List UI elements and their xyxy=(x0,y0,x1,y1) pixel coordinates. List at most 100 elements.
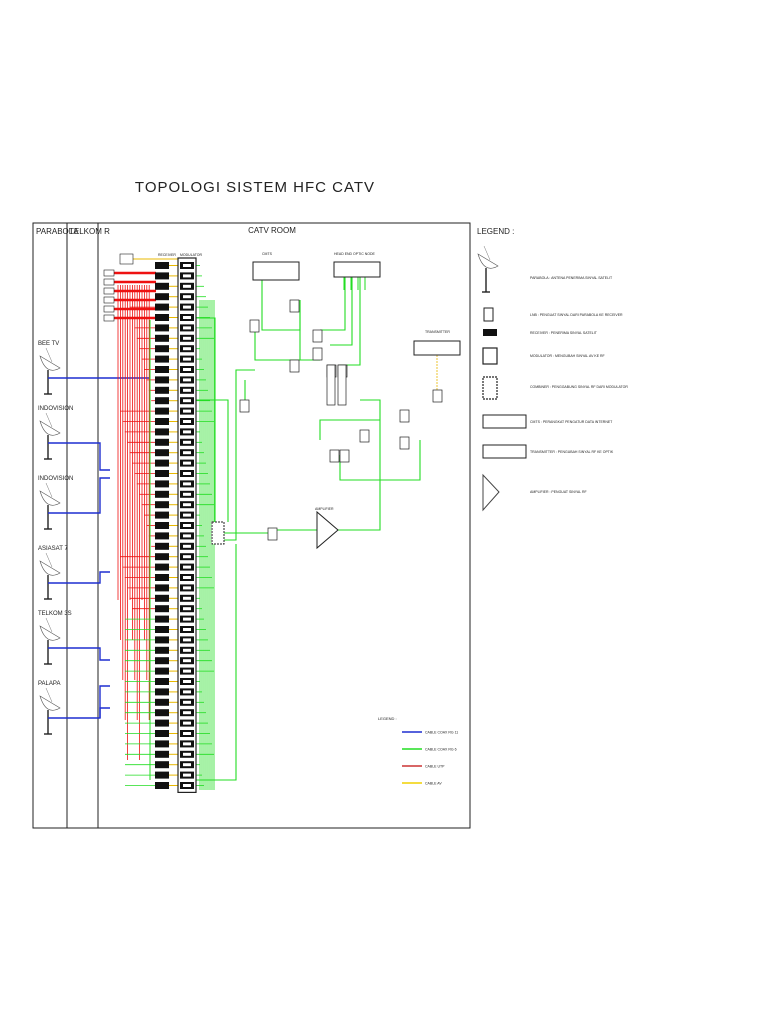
legend-item-text: PARABOLA : ANTENA PENERIMA SINYAL SATELI… xyxy=(530,276,613,280)
legend-item: AMPLIFIER : PENGUAT SINYAL RF xyxy=(482,473,587,512)
column-parabola: PARABOLA xyxy=(36,227,79,236)
modulator-display xyxy=(183,264,191,267)
dish-reflector xyxy=(477,253,499,269)
receiver-unit xyxy=(155,636,169,644)
receiver-unit xyxy=(155,449,169,457)
satellite-label: BEE TV xyxy=(38,341,59,347)
receiver-unit xyxy=(155,667,169,675)
dish-reflector xyxy=(39,560,61,576)
receiver-unit xyxy=(155,397,169,405)
coax-rg6-cable xyxy=(196,317,216,522)
modulator-display xyxy=(183,784,191,787)
legend-item-text: LNB : PENGUAT SINYAL DARI PARABOLA KE RE… xyxy=(530,313,623,317)
legend-item: RECEIVER : PENERIMA SINYAL SATELIT xyxy=(483,329,598,336)
legend-item: MODULATOR : MENGUBAH SINYAL AV KE RF xyxy=(482,347,605,365)
coax-rg6-cable xyxy=(319,419,380,440)
receiver-unit xyxy=(155,605,169,613)
coax-rg6-cable xyxy=(339,440,421,481)
legend-panel: LEGEND : PARABOLA : ANTENA PENERIMA SINY… xyxy=(477,227,628,512)
receiver-unit xyxy=(155,428,169,436)
legend-item-text: RECEIVER : PENERIMA SINYAL SATELIT xyxy=(530,331,598,335)
dish-reflector xyxy=(39,695,61,711)
modulator-display xyxy=(183,336,191,340)
modulator-display xyxy=(183,524,191,527)
receiver-unit xyxy=(155,574,169,581)
modulator-display xyxy=(183,388,191,392)
coax-rg6-cable xyxy=(320,277,346,331)
coax-rg11-cable xyxy=(48,685,110,719)
coax-rg11-cable xyxy=(48,477,110,514)
modulator-display xyxy=(183,326,191,330)
dish-feed xyxy=(45,482,53,498)
receiver-unit xyxy=(155,563,169,571)
receiver-unit xyxy=(155,511,169,519)
modulator-display xyxy=(183,742,191,746)
equipment-box xyxy=(432,389,443,403)
equipment-box xyxy=(267,527,278,541)
receiver-icon xyxy=(483,329,497,336)
coax-rg6-cable xyxy=(338,399,381,531)
equipment-box xyxy=(249,319,260,333)
receiver-unit xyxy=(155,626,169,633)
legend-item-text: TRANSMITTER : PENGUBAH SINYAL RF KE OPTI… xyxy=(530,450,614,454)
receiver-unit xyxy=(155,584,169,592)
coax-rg6-cable xyxy=(224,369,255,541)
legend-item: PARABOLA : ANTENA PENERIMA SINYAL SATELI… xyxy=(477,245,613,293)
modulator-display xyxy=(183,368,191,371)
receiver-unit xyxy=(155,553,169,561)
lnb-switch xyxy=(103,278,115,286)
lnb-switch xyxy=(103,269,115,277)
equipment-box xyxy=(289,299,300,313)
lnb-switch xyxy=(103,287,115,295)
cable-legend-header: LEGEND : xyxy=(378,716,397,721)
dish-reflector xyxy=(39,420,61,436)
satellite-label: PALAPA xyxy=(38,681,60,687)
cable-legend-label: CABLE UTP xyxy=(425,765,445,769)
receiver-unit xyxy=(155,594,169,602)
lnb-switch xyxy=(103,305,115,313)
satellite-dish-0: BEE TV xyxy=(38,341,61,395)
coax-rg6-cable xyxy=(196,399,229,522)
cable-legend-item: CABLE AV xyxy=(402,782,442,786)
modulator-display xyxy=(183,721,191,725)
modulator-display xyxy=(183,430,191,434)
equipment-box xyxy=(289,359,300,373)
modulator-display xyxy=(183,773,191,777)
receiver-unit xyxy=(155,782,169,789)
modulator-display xyxy=(183,420,191,423)
modulator-display xyxy=(183,399,191,403)
receiver-unit xyxy=(155,418,169,425)
modulator-display xyxy=(183,295,191,299)
dish-feed xyxy=(45,347,53,363)
dish-reflector xyxy=(39,490,61,506)
legend-item-text: MODULATOR : MENGUBAH SINYAL AV KE RF xyxy=(530,354,605,358)
modulator-display xyxy=(183,451,191,455)
legend-item-text: COMBINER : PENGGABUNG SINYAL RF DARI MOD… xyxy=(530,385,628,389)
modulator-display xyxy=(183,472,191,475)
cable-legend-label: CABLE AV xyxy=(425,782,442,786)
equipment-box xyxy=(399,409,410,423)
modulator-display xyxy=(183,596,191,600)
modulator-display xyxy=(183,648,191,652)
receiver-unit xyxy=(155,709,169,717)
lnb-icon xyxy=(483,307,494,322)
equipment-box xyxy=(326,364,336,406)
cmts-icon xyxy=(482,414,527,429)
modulator-display xyxy=(183,440,191,444)
modulator-display xyxy=(183,534,191,538)
receiver-unit xyxy=(155,615,169,623)
satellite-dish-1: INDOVISION xyxy=(38,406,73,460)
modulator-display xyxy=(183,586,191,590)
lnb-switch xyxy=(103,314,115,322)
combiner-device xyxy=(211,521,225,545)
dish-feed xyxy=(483,245,491,261)
equipment-box xyxy=(337,364,347,406)
modulator-display xyxy=(183,617,191,621)
modulator-display xyxy=(183,544,191,548)
equipment-box xyxy=(312,329,323,343)
modulator-display xyxy=(183,669,191,673)
modulator-display xyxy=(183,357,191,361)
receiver-unit xyxy=(155,293,169,301)
column-catv-room: CATV ROOM xyxy=(248,226,296,235)
